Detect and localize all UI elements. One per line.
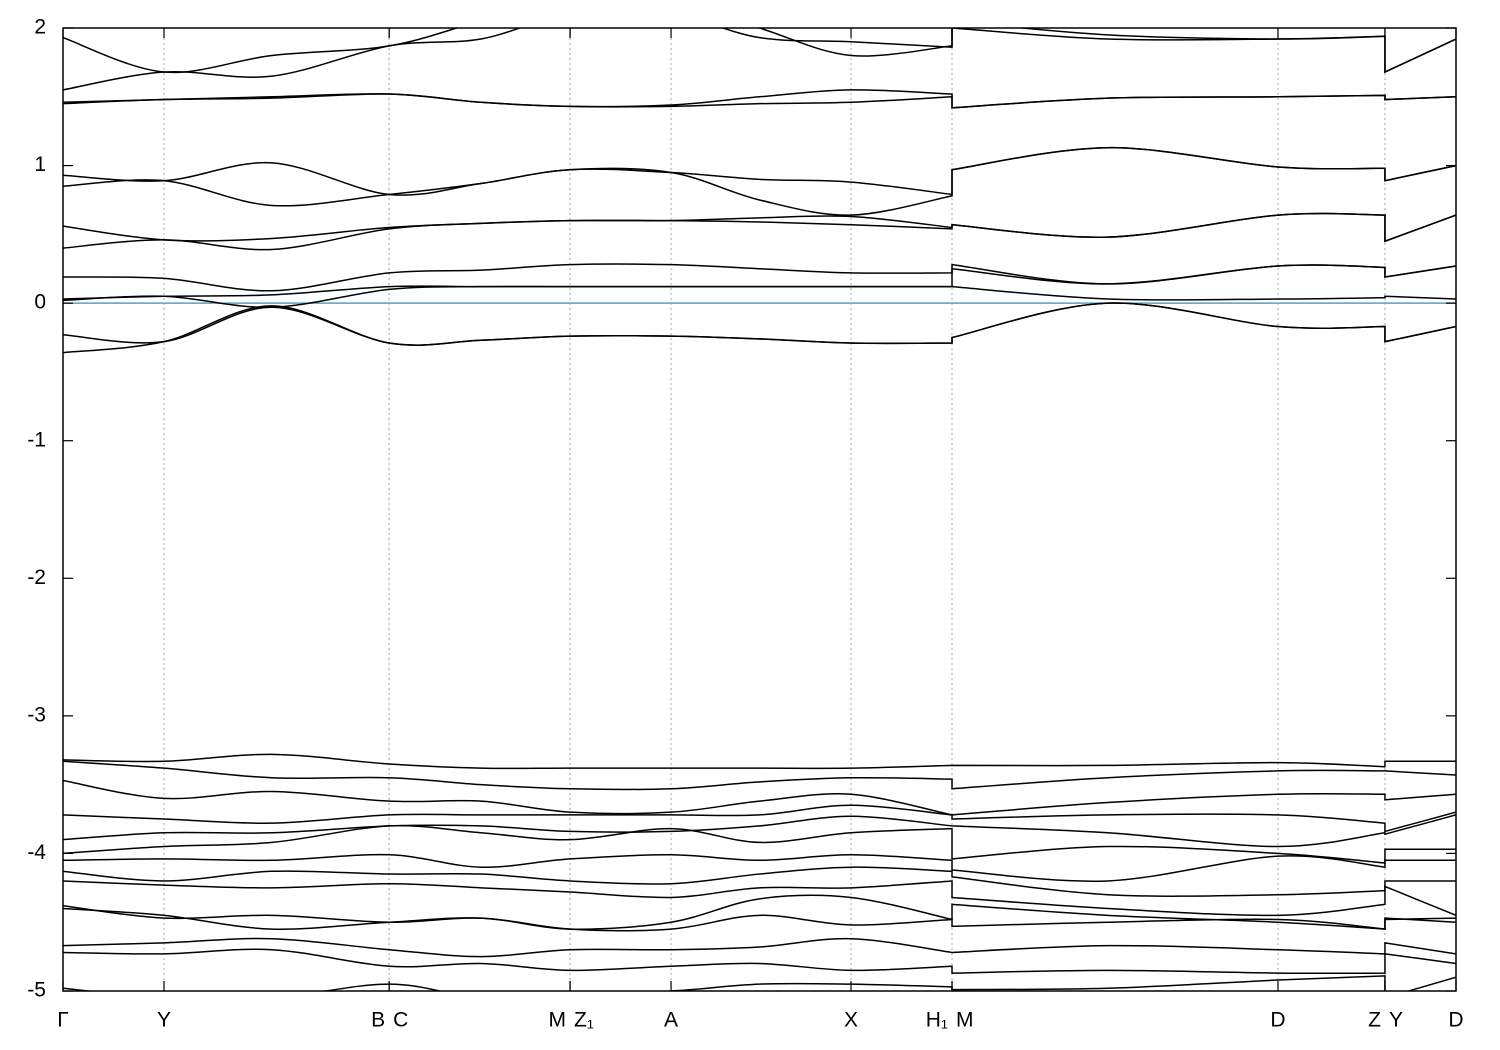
plot-frame <box>62 27 1457 992</box>
band-line <box>63 28 1456 91</box>
x-tick-label: B <box>371 1009 385 1032</box>
band-line <box>63 146 1456 216</box>
band-line <box>63 975 1456 991</box>
band-line <box>63 824 1456 864</box>
band-line <box>63 212 1456 251</box>
x-tick-label: D <box>1448 1009 1463 1032</box>
x-tick-label: M <box>956 1009 974 1032</box>
band-line <box>63 948 1456 975</box>
y-tick-label: -5 <box>27 979 46 1002</box>
x-tick-label: A <box>664 1009 678 1032</box>
band-line <box>63 853 1456 882</box>
y-tick-label: -1 <box>27 428 46 451</box>
band-line <box>63 937 1456 958</box>
y-tick-label: -4 <box>27 841 46 864</box>
band-line <box>63 894 1456 930</box>
y-tick-label: -2 <box>27 566 46 589</box>
band-line <box>63 146 1456 196</box>
x-tick-label: Z₁ <box>574 1009 594 1032</box>
band-line <box>63 779 1456 816</box>
x-tick-label: D <box>1270 1009 1285 1032</box>
band-line <box>63 760 1456 791</box>
band-line <box>63 814 1456 848</box>
band-line <box>63 212 1456 243</box>
x-tick-label: C <box>393 1009 408 1032</box>
y-tick-label: 0 <box>34 291 46 314</box>
bands <box>63 28 1456 991</box>
y-tick-label: 2 <box>34 16 46 39</box>
x-tick-label: H₁ <box>926 1009 948 1032</box>
band-line <box>63 28 1456 74</box>
band-line <box>63 866 1456 897</box>
grid <box>62 28 1457 991</box>
band-line <box>63 753 1456 770</box>
x-tick-label: M <box>549 1009 567 1032</box>
band-line <box>63 907 1456 932</box>
x-tick-label: Z <box>1368 1009 1381 1032</box>
x-tick-label: Γ <box>57 1009 69 1032</box>
x-tick-label: X <box>844 1009 858 1032</box>
x-tick-label: Y <box>157 1009 171 1032</box>
band-line <box>63 93 1456 109</box>
band-line <box>63 804 1456 833</box>
band-line <box>63 264 1456 300</box>
band-line <box>63 302 1456 354</box>
x-tick-label: Y <box>1389 1009 1403 1032</box>
band-line <box>63 880 1456 917</box>
band-line <box>63 285 1456 309</box>
y-tick-label: -3 <box>27 703 46 726</box>
y-tick-label: 1 <box>34 153 46 176</box>
